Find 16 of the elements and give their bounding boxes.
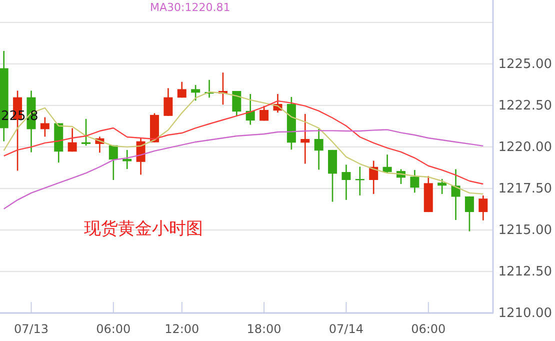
x-tick-label: 07/13 bbox=[14, 322, 49, 336]
x-tick-label: 07/14 bbox=[328, 322, 364, 336]
y-tick-label: 1225.00 bbox=[498, 56, 552, 72]
y-tick-label: 1220.00 bbox=[498, 140, 552, 155]
x-tick-label: 06:00 bbox=[411, 322, 446, 336]
y-tick-label: 1210.00 bbox=[498, 306, 552, 321]
y-tick-label: 1215.00 bbox=[498, 222, 552, 238]
annotation: 225.8 bbox=[1, 109, 38, 124]
x-tick-label: 06:00 bbox=[96, 322, 131, 336]
y-tick-label: 1217.50 bbox=[498, 181, 552, 196]
x-tick-label: 12:00 bbox=[164, 322, 200, 336]
x-tick-label: 18:00 bbox=[246, 322, 282, 336]
annotation: 现货黄金小时图 bbox=[84, 219, 203, 238]
y-tick-label: 1212.50 bbox=[498, 264, 552, 280]
y-tick-label: 1222.50 bbox=[498, 98, 552, 114]
text: MA30:1220.81 bbox=[150, 1, 230, 14]
